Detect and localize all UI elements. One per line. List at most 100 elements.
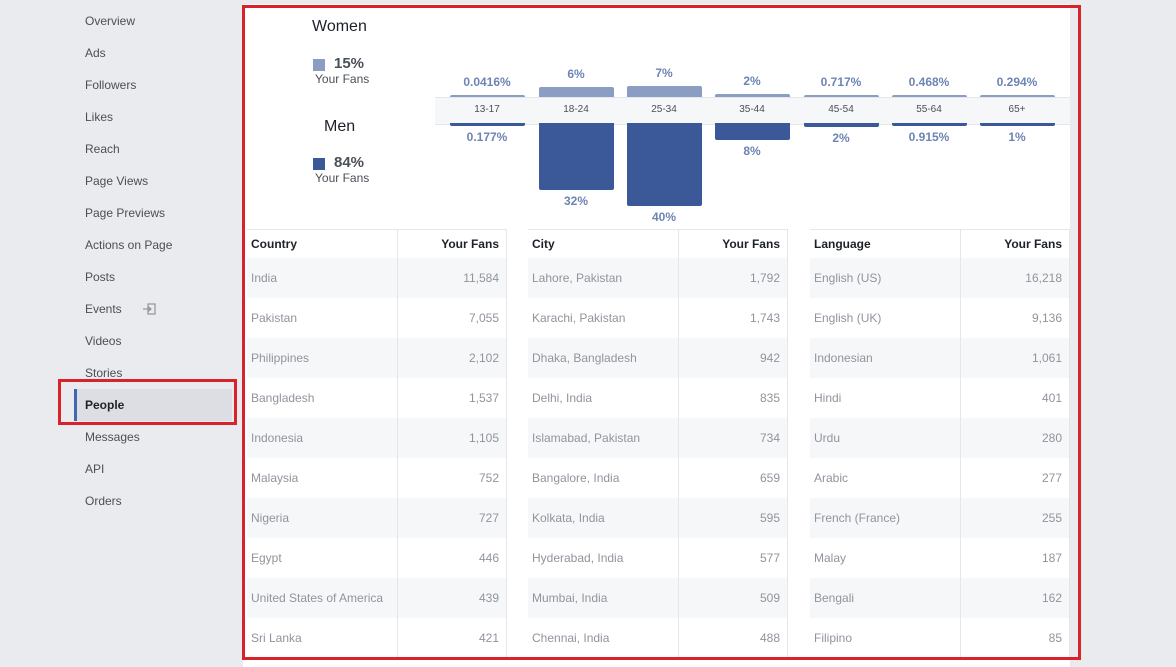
table-row: India 11,584 xyxy=(247,258,507,298)
sidebar-item-messages[interactable]: Messages xyxy=(85,430,140,444)
women-swatch xyxy=(313,59,325,71)
right-gutter xyxy=(1070,0,1176,667)
age-tick-label: 45-54 xyxy=(828,104,854,115)
sidebar-item-posts[interactable]: Posts xyxy=(85,270,116,284)
city-name-cell: Mumbai, India xyxy=(532,591,608,605)
fans-count-cell: 2,102 xyxy=(468,351,499,365)
age-tick-label: 25-34 xyxy=(651,104,677,115)
men-value-label: 0.177% xyxy=(466,130,508,144)
men-bar xyxy=(714,123,790,140)
table-row: Filipino 85 xyxy=(810,618,1070,658)
age-tick-label: 55-64 xyxy=(916,104,942,115)
fans-count-cell: 734 xyxy=(759,431,780,445)
language-table: Language Your Fans English (US) 16,218 Engli… xyxy=(810,229,1070,659)
table-row: French (France) 255 xyxy=(810,498,1070,538)
age-axis-band xyxy=(435,97,1070,125)
table-row: Philippines 2,102 xyxy=(247,338,507,378)
fans-count-cell: 11,584 xyxy=(463,271,499,285)
men-percent: 84% xyxy=(334,154,365,171)
column-divider xyxy=(678,229,679,659)
fans-count-cell: 659 xyxy=(759,471,780,485)
sidebar-item-page-previews[interactable]: Page Previews xyxy=(85,206,166,220)
fans-count-cell: 577 xyxy=(759,551,780,565)
table-row: Egypt 446 xyxy=(247,538,507,578)
sidebar-item-orders[interactable]: Orders xyxy=(85,494,122,508)
sidebar-nav: Overview Ads Followers Likes Reach Page Views… xyxy=(0,0,242,667)
table-row: Chennai, India 488 xyxy=(528,618,788,658)
women-bar xyxy=(714,93,790,97)
sidebar-item-people[interactable]: People xyxy=(74,389,232,421)
men-bar xyxy=(891,123,967,126)
city-name-cell: Bangalore, India xyxy=(532,471,620,485)
table-row: English (UK) 9,136 xyxy=(810,298,1070,338)
fans-count-cell: 942 xyxy=(759,351,780,365)
column-header-your-fans[interactable]: Your Fans xyxy=(1004,237,1062,251)
fans-count-cell: 162 xyxy=(1041,591,1062,605)
fans-count-cell: 1,743 xyxy=(749,311,780,325)
table-row: Kolkata, India 595 xyxy=(528,498,788,538)
country-name-cell: United States of America xyxy=(251,591,384,605)
sidebar-item-likes[interactable]: Likes xyxy=(85,110,114,124)
table-row: Bengali 162 xyxy=(810,578,1070,618)
men-bar xyxy=(979,123,1055,126)
fans-count-cell: 85 xyxy=(1048,631,1062,645)
column-header-language[interactable]: Language xyxy=(814,237,871,251)
sidebar-item-stories[interactable]: Stories xyxy=(85,366,123,380)
sidebar-item-ads[interactable]: Ads xyxy=(85,46,106,60)
women-bar xyxy=(626,85,702,97)
table-row: Delhi, India 835 xyxy=(528,378,788,418)
city-table: City Your Fans Lahore, Pakistan 1,792 Karach… xyxy=(528,229,788,659)
fans-count-cell: 509 xyxy=(759,591,780,605)
fans-count-cell: 9,136 xyxy=(1031,311,1062,325)
table-row: Arabic 277 xyxy=(810,458,1070,498)
men-bar xyxy=(449,123,525,126)
men-value-label: 1% xyxy=(1008,130,1026,144)
age-tick-label: 35-44 xyxy=(739,104,765,115)
city-table-header: City Your Fans xyxy=(528,229,788,259)
fans-count-cell: 439 xyxy=(478,591,499,605)
column-header-city[interactable]: City xyxy=(532,237,555,251)
fans-count-cell: 16,218 xyxy=(1025,271,1062,285)
table-row: Hyderabad, India 577 xyxy=(528,538,788,578)
sidebar-item-actions-on-page[interactable]: Actions on Page xyxy=(85,238,173,252)
country-name-cell: Philippines xyxy=(251,351,310,365)
sidebar-item-overview[interactable]: Overview xyxy=(85,14,136,28)
column-divider xyxy=(397,229,398,659)
women-bar xyxy=(979,95,1055,97)
men-swatch xyxy=(313,158,325,170)
fans-count-cell: 1,537 xyxy=(468,391,499,405)
country-name-cell: Pakistan xyxy=(251,311,298,325)
country-name-cell: India xyxy=(251,271,278,285)
sidebar-item-followers[interactable]: Followers xyxy=(85,78,137,92)
fans-count-cell: 277 xyxy=(1041,471,1062,485)
country-table: Country Your Fans India 11,584 Pakistan 7,055… xyxy=(247,229,507,659)
sidebar-item-reach[interactable]: Reach xyxy=(85,142,120,156)
fans-count-cell: 595 xyxy=(759,511,780,525)
sidebar-item-page-views[interactable]: Page Views xyxy=(85,174,149,188)
city-name-cell: Lahore, Pakistan xyxy=(532,271,623,285)
country-table-header: Country Your Fans xyxy=(247,229,507,259)
language-name-cell: English (US) xyxy=(814,271,882,285)
sidebar-item-events[interactable]: Events xyxy=(85,302,122,316)
table-row: Bangalore, India 659 xyxy=(528,458,788,498)
table-row: English (US) 16,218 xyxy=(810,258,1070,298)
table-row: Urdu 280 xyxy=(810,418,1070,458)
table-row: United States of America 439 xyxy=(247,578,507,618)
column-header-your-fans[interactable]: Your Fans xyxy=(722,237,780,251)
language-name-cell: Bengali xyxy=(814,591,855,605)
language-name-cell: Urdu xyxy=(814,431,841,445)
external-link-icon[interactable] xyxy=(142,303,156,315)
fans-count-cell: 1,061 xyxy=(1031,351,1062,365)
country-name-cell: Nigeria xyxy=(251,511,290,525)
column-header-country[interactable]: Country xyxy=(251,237,297,251)
sidebar-item-videos[interactable]: Videos xyxy=(85,334,122,348)
women-bar xyxy=(538,87,614,97)
column-header-your-fans[interactable]: Your Fans xyxy=(441,237,499,251)
fans-count-cell: 488 xyxy=(759,631,780,645)
table-row: Indonesia 1,105 xyxy=(247,418,507,458)
women-value-label: 2% xyxy=(743,73,761,88)
column-divider xyxy=(960,229,961,659)
sidebar-item-api[interactable]: API xyxy=(85,462,105,476)
fans-count-cell: 187 xyxy=(1041,551,1062,565)
women-value-label: 0.468% xyxy=(908,75,950,89)
